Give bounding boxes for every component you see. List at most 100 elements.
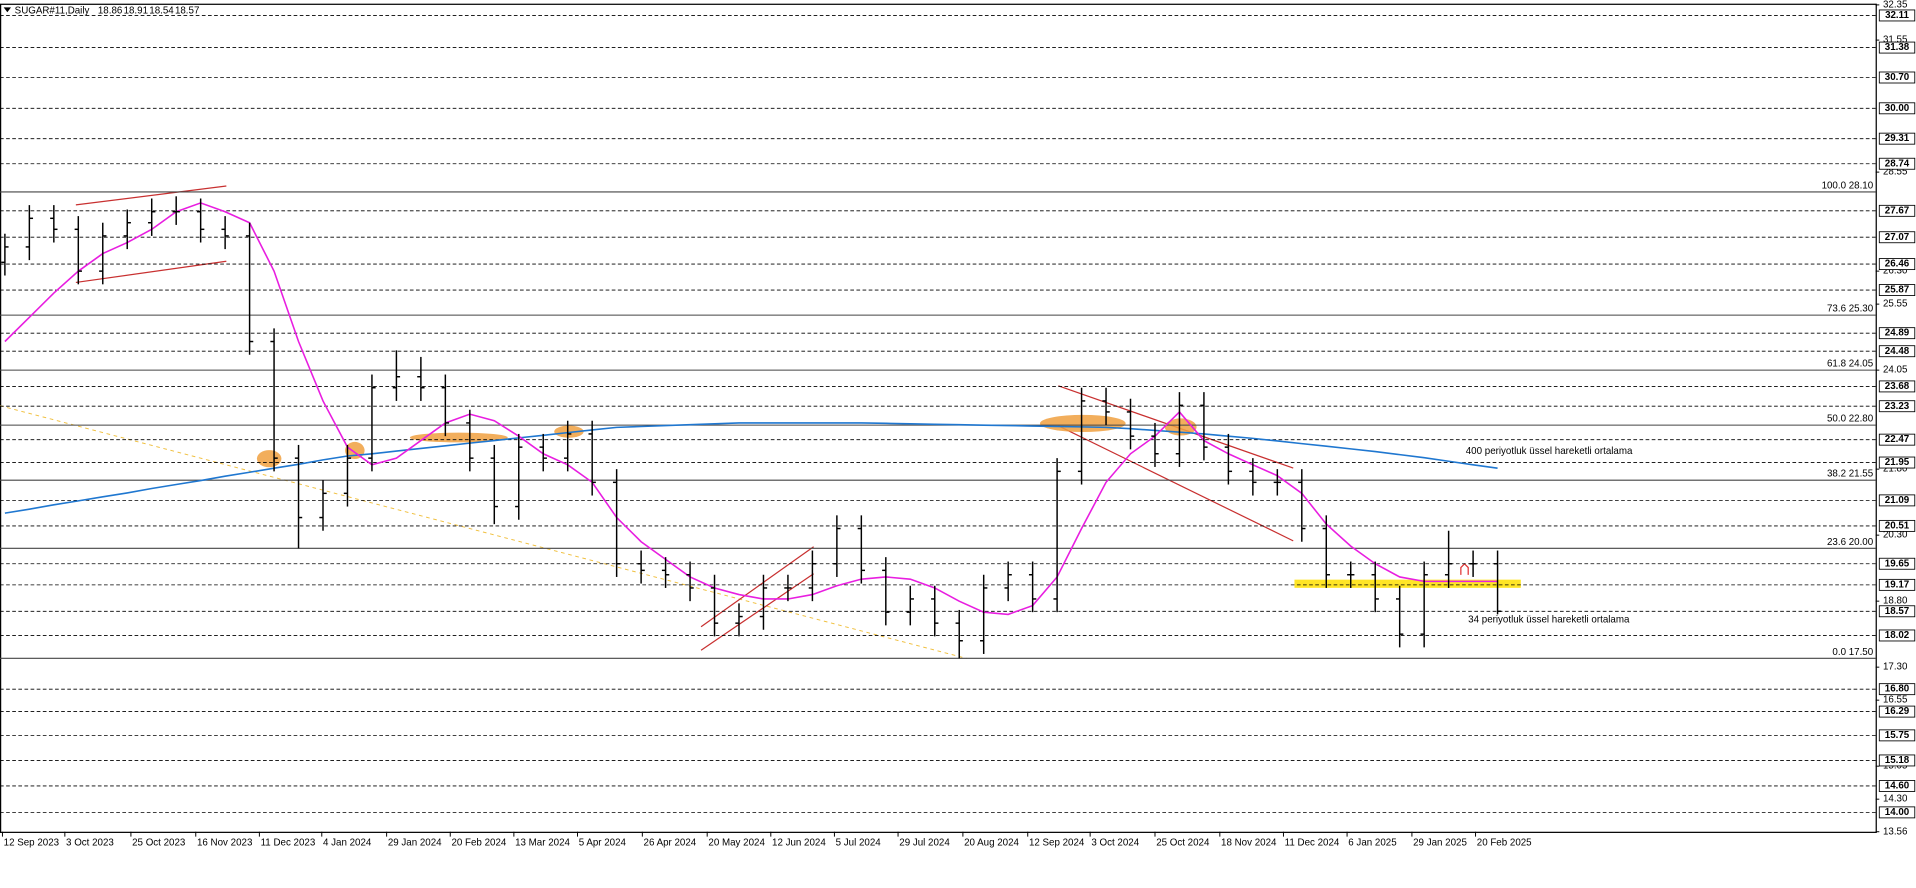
x-tick-label: 11 Dec 2023 [261, 837, 316, 848]
x-tick-label: 26 Apr 2024 [644, 837, 697, 848]
level-label: 18.02 [1885, 630, 1910, 641]
level-label-box [1878, 605, 1916, 618]
highlight [554, 425, 584, 438]
ohlc-high: 18.91 [124, 6, 148, 17]
level-label: 20.51 [1885, 520, 1910, 531]
level-label: 23.68 [1885, 381, 1910, 392]
x-tick-label: 3 Oct 2023 [66, 837, 114, 848]
level-label-box [1878, 705, 1916, 718]
level-label: 24.89 [1885, 328, 1910, 339]
ohlc-low: 18.54 [149, 6, 174, 17]
fib-label: 50.0 22.80 [1827, 414, 1874, 425]
y-tick-label: 16.55 [1883, 695, 1908, 706]
level-label-box [1878, 284, 1916, 296]
y-tick-label: 21.80 [1883, 464, 1908, 475]
fib-label: 61.8 24.05 [1827, 359, 1874, 370]
level-label: 25.87 [1885, 285, 1909, 296]
level-label: 23.23 [1885, 401, 1910, 412]
x-tick-label: 29 Jul 2024 [899, 837, 950, 848]
level-label: 21.95 [1885, 457, 1910, 468]
level-label: 15.18 [1885, 755, 1910, 766]
y-tick-label: 24.05 [1883, 365, 1908, 376]
fib-label: 23.6 20.00 [1827, 537, 1874, 548]
level-label: 19.65 [1885, 558, 1910, 569]
x-tick-label: 29 Jan 2024 [388, 837, 442, 848]
level-label: 29.31 [1885, 133, 1910, 144]
level-label-box [1878, 41, 1916, 54]
level-label: 30.70 [1885, 72, 1910, 83]
level-label-box [1878, 400, 1916, 413]
channel-line [1058, 425, 1294, 542]
level-label: 32.11 [1885, 10, 1909, 21]
level-label-box [1878, 519, 1916, 532]
level-label-box [1878, 780, 1916, 792]
level-label-box [1878, 557, 1916, 570]
level-label-box [1878, 683, 1916, 696]
x-tick-label: 12 Jun 2024 [772, 837, 826, 848]
y-tick-label: 17.30 [1883, 662, 1908, 673]
level-label: 28.74 [1885, 158, 1910, 169]
ohlc-close: 18.57 [175, 6, 199, 17]
level-label: 22.47 [1885, 434, 1909, 445]
level-label: 14.60 [1885, 781, 1910, 792]
x-tick-label: 20 Feb 2024 [451, 837, 506, 848]
symbol-title: SUGAR#11,Daily [15, 6, 90, 17]
support-trendline [0, 405, 967, 659]
level-label: 15.75 [1885, 730, 1910, 741]
level-label-box [1878, 132, 1916, 145]
moving-average-label: 34 periyotluk üssel hareketli ortalama [1468, 615, 1630, 626]
level-label: 19.17 [1885, 579, 1909, 590]
level-label: 16.29 [1885, 706, 1910, 717]
level-label: 18.57 [1885, 606, 1909, 617]
x-tick-label: 5 Apr 2024 [579, 837, 627, 848]
x-tick-label: 6 Jan 2025 [1348, 837, 1397, 848]
channel-line [700, 546, 814, 628]
x-tick-label: 20 Aug 2024 [964, 837, 1019, 848]
y-tick-label: 31.55 [1883, 35, 1908, 46]
level-label-box [1878, 9, 1916, 22]
level-label-box [1878, 494, 1916, 507]
level-label-box [1878, 380, 1916, 393]
level-label-box [1878, 204, 1916, 217]
moving-average-line [4, 422, 1498, 514]
ohlc-open: 18.86 [98, 6, 122, 17]
channel-line [75, 185, 227, 206]
level-label: 30.00 [1885, 103, 1910, 114]
x-tick-label: 18 Nov 2024 [1221, 837, 1277, 848]
x-tick-label: 25 Oct 2024 [1156, 837, 1210, 848]
x-tick-label: 13 Mar 2024 [515, 837, 570, 848]
level-label-box [1878, 345, 1916, 358]
channel-line [75, 260, 227, 284]
level-label-box [1878, 102, 1916, 115]
y-tick-label: 14.30 [1883, 794, 1908, 805]
level-label: 21.09 [1885, 495, 1910, 506]
header: SUGAR#11,Daily 18.86 18.91 18.54 18.57 [3, 6, 199, 17]
moving-average-label: 400 periyotluk üssel hareketli ortalama [1466, 446, 1633, 457]
level-label-box [1878, 456, 1916, 469]
level-label-box [1878, 258, 1916, 271]
plot-frame [0, 3, 1877, 833]
fib-label: 0.0 17.50 [1832, 647, 1873, 658]
x-tick-label: 3 Oct 2024 [1091, 837, 1139, 848]
level-label-box [1878, 157, 1916, 170]
y-tick-label: 32.35 [1883, 0, 1908, 10]
level-label-box [1878, 231, 1916, 244]
x-tick-label: 5 Jul 2024 [836, 837, 882, 848]
support-zone [1294, 579, 1521, 588]
y-tick-label: 26.30 [1883, 266, 1908, 277]
fib-label: 38.2 21.55 [1827, 469, 1874, 480]
level-label-box [1878, 729, 1916, 742]
y-tick-label: 13.56 [1883, 826, 1907, 837]
x-tick-label: 12 Sep 2023 [4, 837, 59, 848]
level-label-box [1878, 629, 1916, 642]
y-tick-label: 20.30 [1883, 530, 1908, 541]
level-label-box [1878, 327, 1916, 340]
x-tick-label: 20 May 2024 [708, 837, 765, 848]
level-label: 27.07 [1885, 232, 1909, 243]
level-label: 31.38 [1885, 42, 1910, 53]
x-tick-label: 11 Dec 2024 [1285, 837, 1340, 848]
level-label-box [1878, 806, 1916, 819]
x-tick-label: 25 Oct 2023 [132, 837, 185, 848]
